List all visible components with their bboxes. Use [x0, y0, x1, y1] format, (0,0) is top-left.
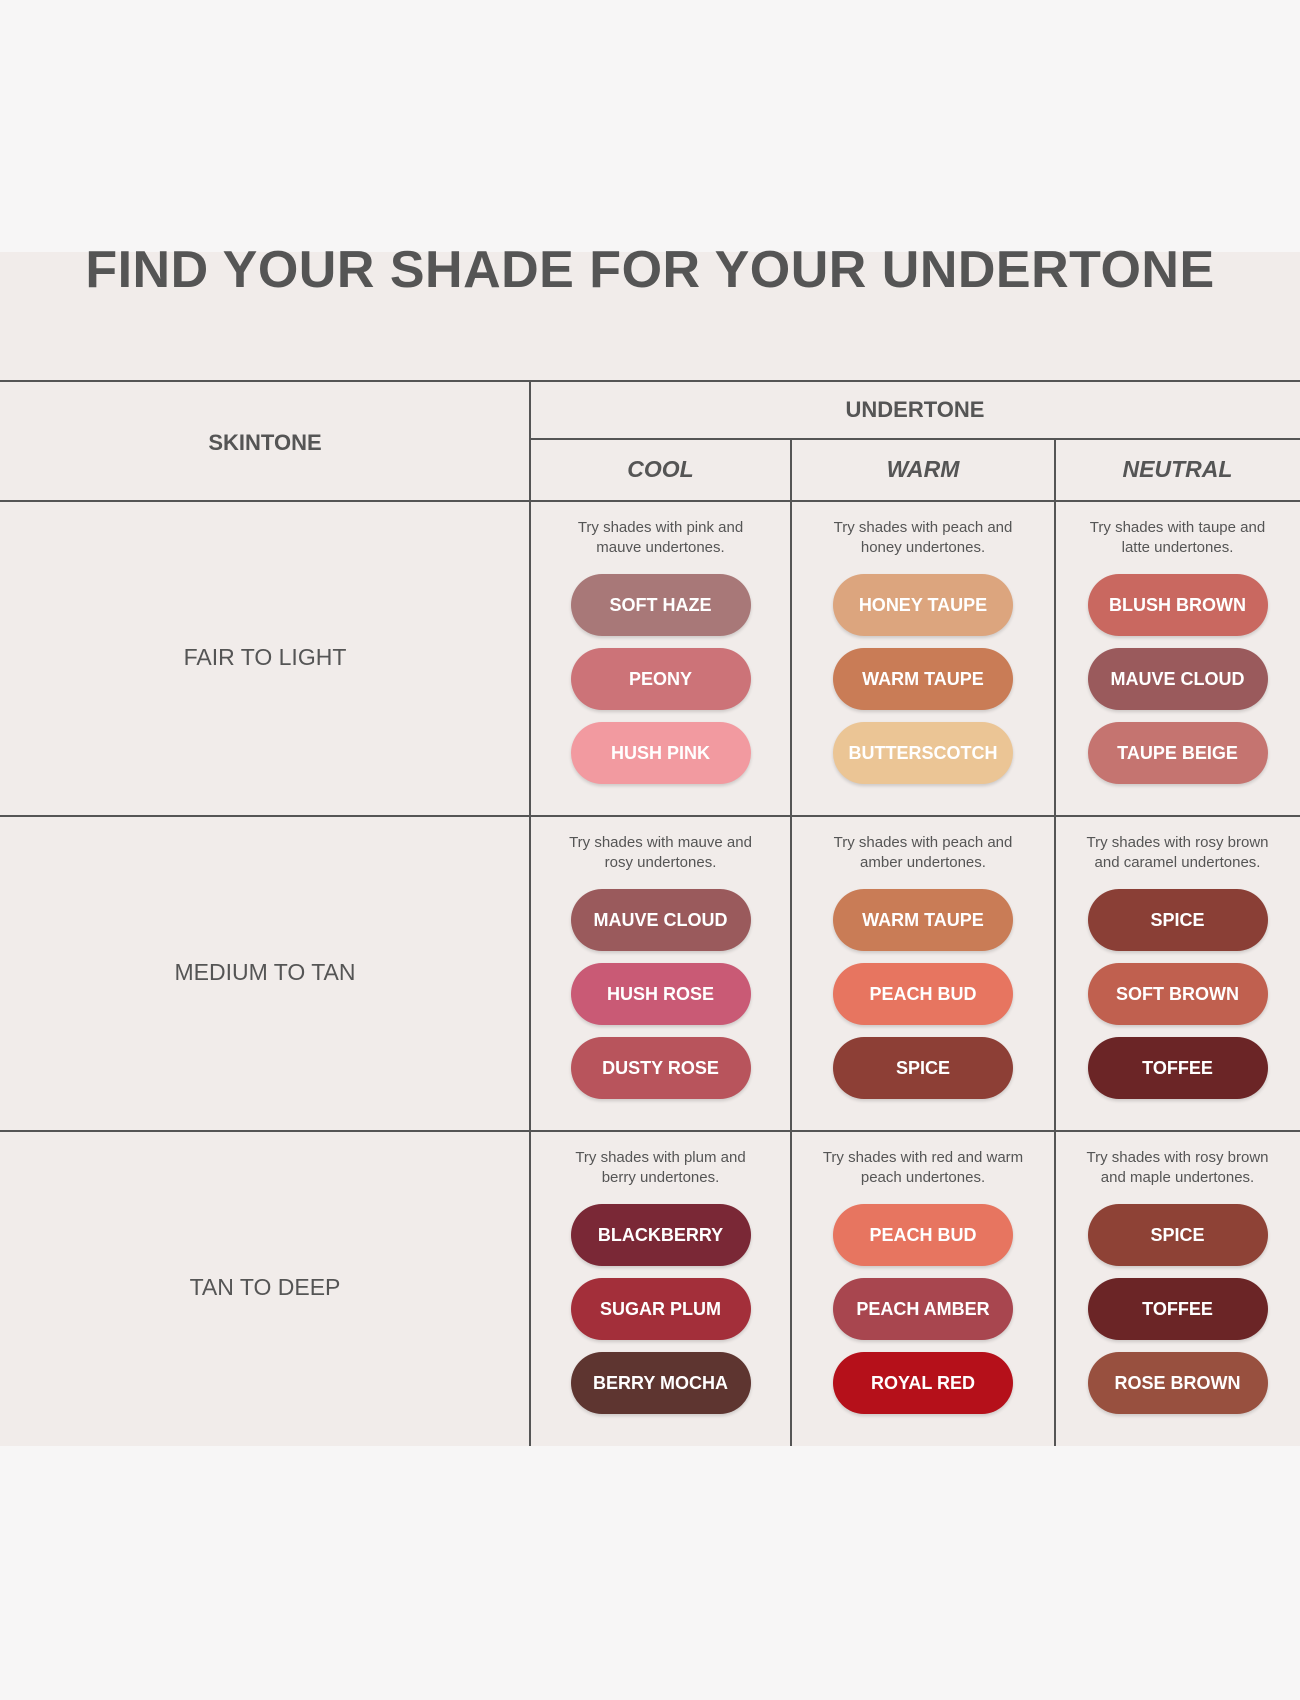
shade-swatch: PEACH BUD — [833, 963, 1013, 1025]
undertone-header: UNDERTONE — [845, 397, 985, 422]
shade-swatch: BLUSH BROWN — [1087, 574, 1268, 636]
header-bottom-border — [0, 500, 1300, 502]
shade-cell-neutral: Try shades with rosy brown and caramel un… — [1055, 815, 1300, 1099]
shade-swatch: SOFT HAZE — [570, 574, 751, 636]
shade-swatch: PEONY — [570, 648, 751, 710]
shade-swatch: SPICE — [1087, 889, 1268, 951]
header-divider — [530, 438, 1300, 440]
shade-description: Try shades with red and warm peach undert… — [823, 1130, 1023, 1192]
shade-swatch: SPICE — [1087, 1204, 1268, 1266]
shade-cell-warm: Try shades with red and warm peach undert… — [791, 1130, 1055, 1414]
shade-swatch: ROYAL RED — [833, 1352, 1013, 1414]
shade-description: Try shades with pink and mauve undertones… — [578, 500, 743, 562]
description-line: amber undertones. — [860, 854, 986, 871]
shade-cell-warm: Try shades with peach and honey undertone… — [791, 500, 1055, 784]
column-divider — [529, 380, 531, 1446]
shade-swatch: SPICE — [833, 1037, 1013, 1099]
description-line: Try shades with taupe and — [1089, 519, 1266, 536]
description-line: and maple undertones. — [1100, 1169, 1255, 1186]
description-line: rosy undertones. — [604, 854, 717, 871]
shade-swatch: PEACH AMBER — [833, 1278, 1013, 1340]
shade-swatch: HUSH PINK — [570, 722, 751, 784]
description-line: Try shades with peach and — [833, 834, 1013, 851]
shade-swatch: SUGAR PLUM — [570, 1278, 751, 1340]
shade-cell-warm: Try shades with peach and amber undertone… — [791, 815, 1055, 1099]
description-line: mauve undertones. — [596, 539, 725, 556]
description-line: Try shades with pink and — [577, 519, 744, 536]
description-line: latte undertones. — [1121, 539, 1234, 556]
row-divider — [0, 815, 1300, 817]
skintone-label: MEDIUM TO TAN — [174, 959, 356, 985]
shade-swatch: SOFT BROWN — [1087, 963, 1268, 1025]
skintone-label: FAIR TO LIGHT — [183, 644, 347, 670]
column-header-neutral: NEUTRAL — [1122, 456, 1233, 482]
column-divider — [790, 438, 792, 1446]
description-line: Try shades with peach and — [833, 519, 1013, 536]
shade-swatch: DUSTY ROSE — [570, 1037, 751, 1099]
row-divider — [0, 1130, 1300, 1132]
shade-description: Try shades with rosy brown and caramel un… — [1086, 815, 1268, 877]
shade-description: Try shades with plum and berry undertones… — [575, 1130, 745, 1192]
shade-cell-cool: Try shades with plum and berry undertones… — [530, 1130, 791, 1414]
shade-description: Try shades with taupe and latte undertone… — [1090, 500, 1265, 562]
shade-swatch: TOFFEE — [1087, 1037, 1268, 1099]
description-line: Try shades with plum and — [575, 1149, 746, 1166]
description-line: Try shades with rosy brown — [1086, 1149, 1269, 1166]
shade-swatch: WARM TAUPE — [833, 648, 1013, 710]
skintone-label: TAN TO DEEP — [189, 1274, 341, 1300]
shade-swatch: TOFFEE — [1087, 1278, 1268, 1340]
shade-swatch: BUTTERSCOTCH — [833, 722, 1013, 784]
column-divider — [1054, 438, 1056, 1446]
shade-swatch: ROSE BROWN — [1087, 1352, 1268, 1414]
shade-cell-cool: Try shades with pink and mauve undertones… — [530, 500, 791, 784]
shade-cell-neutral: Try shades with rosy brown and maple unde… — [1055, 1130, 1300, 1414]
table-top-border — [0, 380, 1300, 382]
skintone-header: SKINTONE — [208, 430, 322, 455]
shade-swatch: BERRY MOCHA — [570, 1352, 751, 1414]
shade-swatch: MAUVE CLOUD — [1087, 648, 1268, 710]
page-title: FIND YOUR SHADE FOR YOUR UNDERTONE — [85, 241, 1215, 299]
shade-swatch: MAUVE CLOUD — [570, 889, 751, 951]
description-line: honey undertones. — [860, 539, 986, 556]
shade-swatch: TAUPE BEIGE — [1087, 722, 1268, 784]
shade-swatch: PEACH BUD — [833, 1204, 1013, 1266]
shade-cell-cool: Try shades with mauve and rosy undertones… — [530, 815, 791, 1099]
shade-cell-neutral: Try shades with taupe and latte undertone… — [1055, 500, 1300, 784]
shade-swatch: WARM TAUPE — [833, 889, 1013, 951]
shade-description: Try shades with rosy brown and maple unde… — [1086, 1130, 1268, 1192]
description-line: Try shades with mauve and — [569, 834, 752, 851]
column-header-warm: WARM — [886, 456, 960, 482]
shade-description: Try shades with mauve and rosy undertones… — [569, 815, 752, 877]
shade-description: Try shades with peach and amber undertone… — [834, 815, 1013, 877]
description-line: and caramel undertones. — [1094, 854, 1261, 871]
shade-swatch: HUSH ROSE — [570, 963, 751, 1025]
description-line: berry undertones. — [601, 1169, 720, 1186]
shade-description: Try shades with peach and honey undertone… — [834, 500, 1013, 562]
description-line: Try shades with rosy brown — [1086, 834, 1269, 851]
description-line: peach undertones. — [860, 1169, 986, 1186]
shade-swatch: HONEY TAUPE — [833, 574, 1013, 636]
column-header-cool: COOL — [627, 456, 694, 482]
shade-swatch: BLACKBERRY — [570, 1204, 751, 1266]
description-line: Try shades with red and warm — [822, 1149, 1024, 1166]
